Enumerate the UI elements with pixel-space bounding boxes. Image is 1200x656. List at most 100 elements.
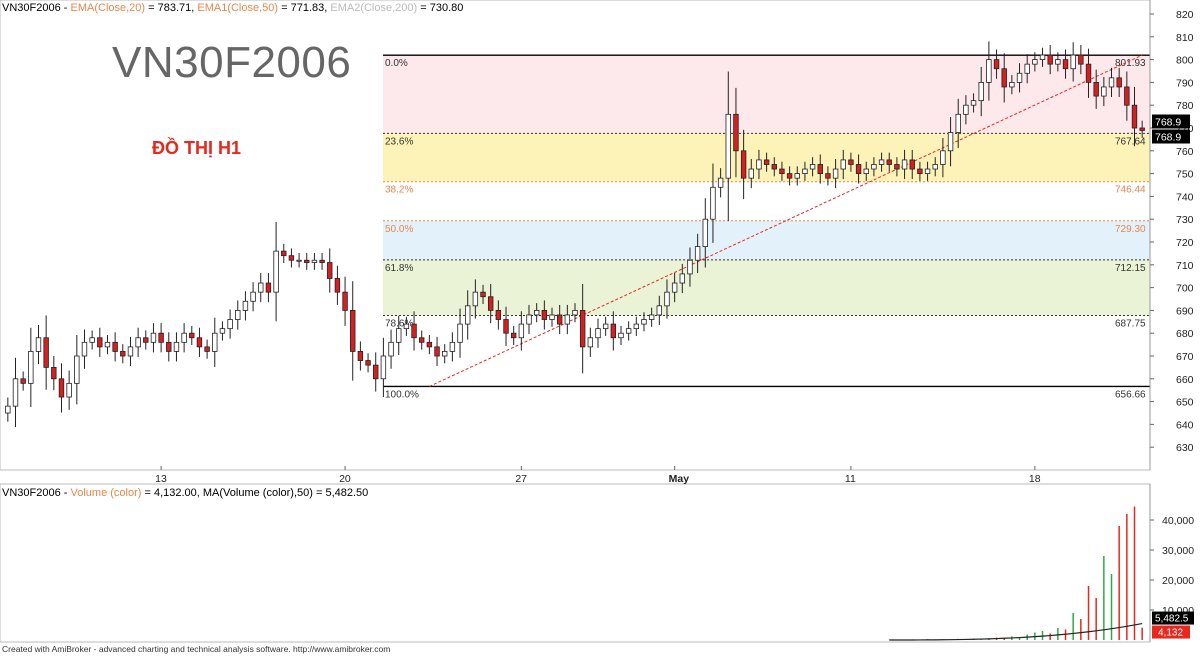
candle-body	[189, 332, 195, 339]
candle-body	[457, 323, 463, 343]
fib-price-label: 729.30	[1115, 224, 1146, 235]
candle-body	[319, 259, 325, 263]
x-axis-label: 11	[845, 473, 856, 485]
candle-body	[1108, 77, 1115, 88]
price-axis-label: 790	[1176, 77, 1194, 89]
price-axis-label: 650	[1176, 397, 1194, 409]
price-axis-label: 670	[1176, 351, 1194, 363]
candle-body	[710, 186, 716, 220]
ema200-value: = 730.80	[417, 2, 464, 14]
price-axis-label: 720	[1176, 237, 1194, 249]
candle-body	[932, 164, 938, 170]
candle-body	[51, 366, 57, 380]
x-axis-label: 13	[155, 473, 167, 485]
candle-body	[771, 164, 777, 170]
price-axis-label: 700	[1176, 283, 1194, 295]
x-axis-label: May	[669, 473, 690, 485]
candle-body	[901, 159, 908, 170]
last-price-box	[1152, 114, 1190, 129]
fib-percent-label: 23.6%	[385, 136, 413, 147]
candle-body	[878, 159, 885, 165]
candle-body	[871, 164, 877, 170]
candle-body	[419, 337, 425, 343]
candle-body	[541, 309, 548, 320]
candle-body	[1001, 68, 1007, 88]
fib-price-label: 712.15	[1115, 263, 1146, 274]
candle-body	[572, 309, 578, 316]
fib-zone	[383, 315, 1150, 387]
candle-body	[1116, 77, 1122, 88]
candle-body	[449, 341, 456, 352]
candle-body	[1032, 59, 1038, 65]
volume-ma-line	[889, 622, 1143, 641]
candle-body	[633, 323, 640, 330]
candle-body	[840, 159, 846, 170]
volume-pane	[0, 483, 1151, 643]
fib-percent-label: 0.0%	[385, 58, 408, 69]
candle-body	[97, 337, 103, 348]
candle-body	[89, 337, 95, 343]
candle-body	[733, 113, 739, 152]
candle-body	[963, 104, 969, 115]
candle-body	[181, 332, 187, 343]
fib-price-label: 767.64	[1115, 136, 1146, 147]
ema50-value: = 771.83,	[278, 2, 331, 14]
candle-body	[120, 351, 126, 357]
candle-body	[625, 328, 632, 334]
candle-body	[311, 259, 318, 263]
candle-body	[158, 332, 164, 343]
candle-body	[196, 337, 203, 348]
fib-percent-label: 100.0%	[385, 389, 419, 400]
fib-zone	[383, 259, 1150, 316]
candle-body	[487, 296, 494, 311]
candle-body	[1131, 104, 1138, 129]
candle-body	[1139, 127, 1145, 131]
candle-body	[526, 314, 532, 325]
candle-body	[671, 282, 678, 293]
candle-body	[1009, 82, 1015, 88]
candle-body	[396, 328, 402, 343]
candle-body	[227, 319, 233, 330]
candle-body	[763, 159, 770, 165]
volume-ma-label: 5,482.5	[1155, 614, 1189, 625]
trendline	[429, 54, 1143, 387]
candle-body	[602, 323, 609, 330]
candle-body	[365, 360, 371, 366]
candle-body	[1101, 86, 1107, 97]
candle-body	[112, 341, 118, 352]
candle-body	[403, 323, 410, 330]
price-axis-label: 680	[1176, 328, 1194, 340]
candle-body	[855, 164, 862, 174]
candle-body	[20, 378, 26, 384]
candle-body	[664, 291, 670, 307]
candle-body	[472, 291, 479, 307]
candle-body	[794, 173, 800, 179]
candle-body	[1085, 63, 1092, 83]
candle-body	[756, 159, 762, 170]
price-axis-label: 640	[1176, 419, 1194, 431]
candle-body	[166, 341, 172, 352]
candle-body	[656, 305, 663, 316]
candle-body	[327, 262, 333, 279]
fib-price-label: 801.93	[1115, 58, 1146, 69]
candle-body	[296, 259, 302, 262]
volume-sep: -	[60, 487, 71, 499]
candle-body	[464, 305, 471, 325]
volume-header: VN30F2006 - Volume (color) = 4,132.00, M…	[2, 487, 368, 499]
fib-percent-label: 78.6%	[385, 319, 413, 330]
candle-body	[579, 309, 586, 348]
candle-body	[817, 164, 823, 174]
candle-body	[779, 168, 785, 174]
fib-percent-label: 38.2%	[385, 185, 413, 196]
candle-body	[740, 150, 747, 179]
volume-label: Volume (color)	[70, 487, 142, 499]
candle-body	[1124, 86, 1130, 106]
last-volume-label: 4,132	[1158, 628, 1183, 639]
candle-body	[219, 328, 226, 334]
candle-body	[135, 337, 141, 348]
candle-body	[618, 332, 624, 339]
candle-body	[986, 59, 992, 83]
price-axis-label: 660	[1176, 374, 1194, 386]
candle-body	[342, 291, 348, 311]
candle-body	[380, 355, 387, 380]
